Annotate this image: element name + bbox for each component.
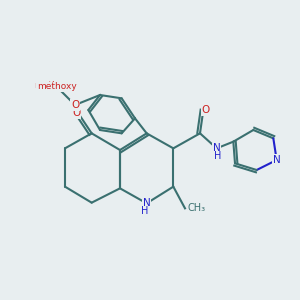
Text: methoxy: methoxy: [34, 81, 74, 90]
Text: O: O: [73, 108, 81, 118]
Text: CH₃: CH₃: [188, 203, 206, 213]
Text: N: N: [213, 143, 220, 153]
Text: O: O: [202, 105, 210, 115]
Text: methoxy: methoxy: [37, 82, 76, 91]
Text: O: O: [71, 100, 79, 110]
Text: N: N: [143, 198, 151, 208]
Text: N: N: [273, 155, 280, 165]
Text: H: H: [141, 206, 148, 216]
Text: methoxy: methoxy: [46, 86, 52, 87]
Text: H: H: [214, 151, 222, 161]
